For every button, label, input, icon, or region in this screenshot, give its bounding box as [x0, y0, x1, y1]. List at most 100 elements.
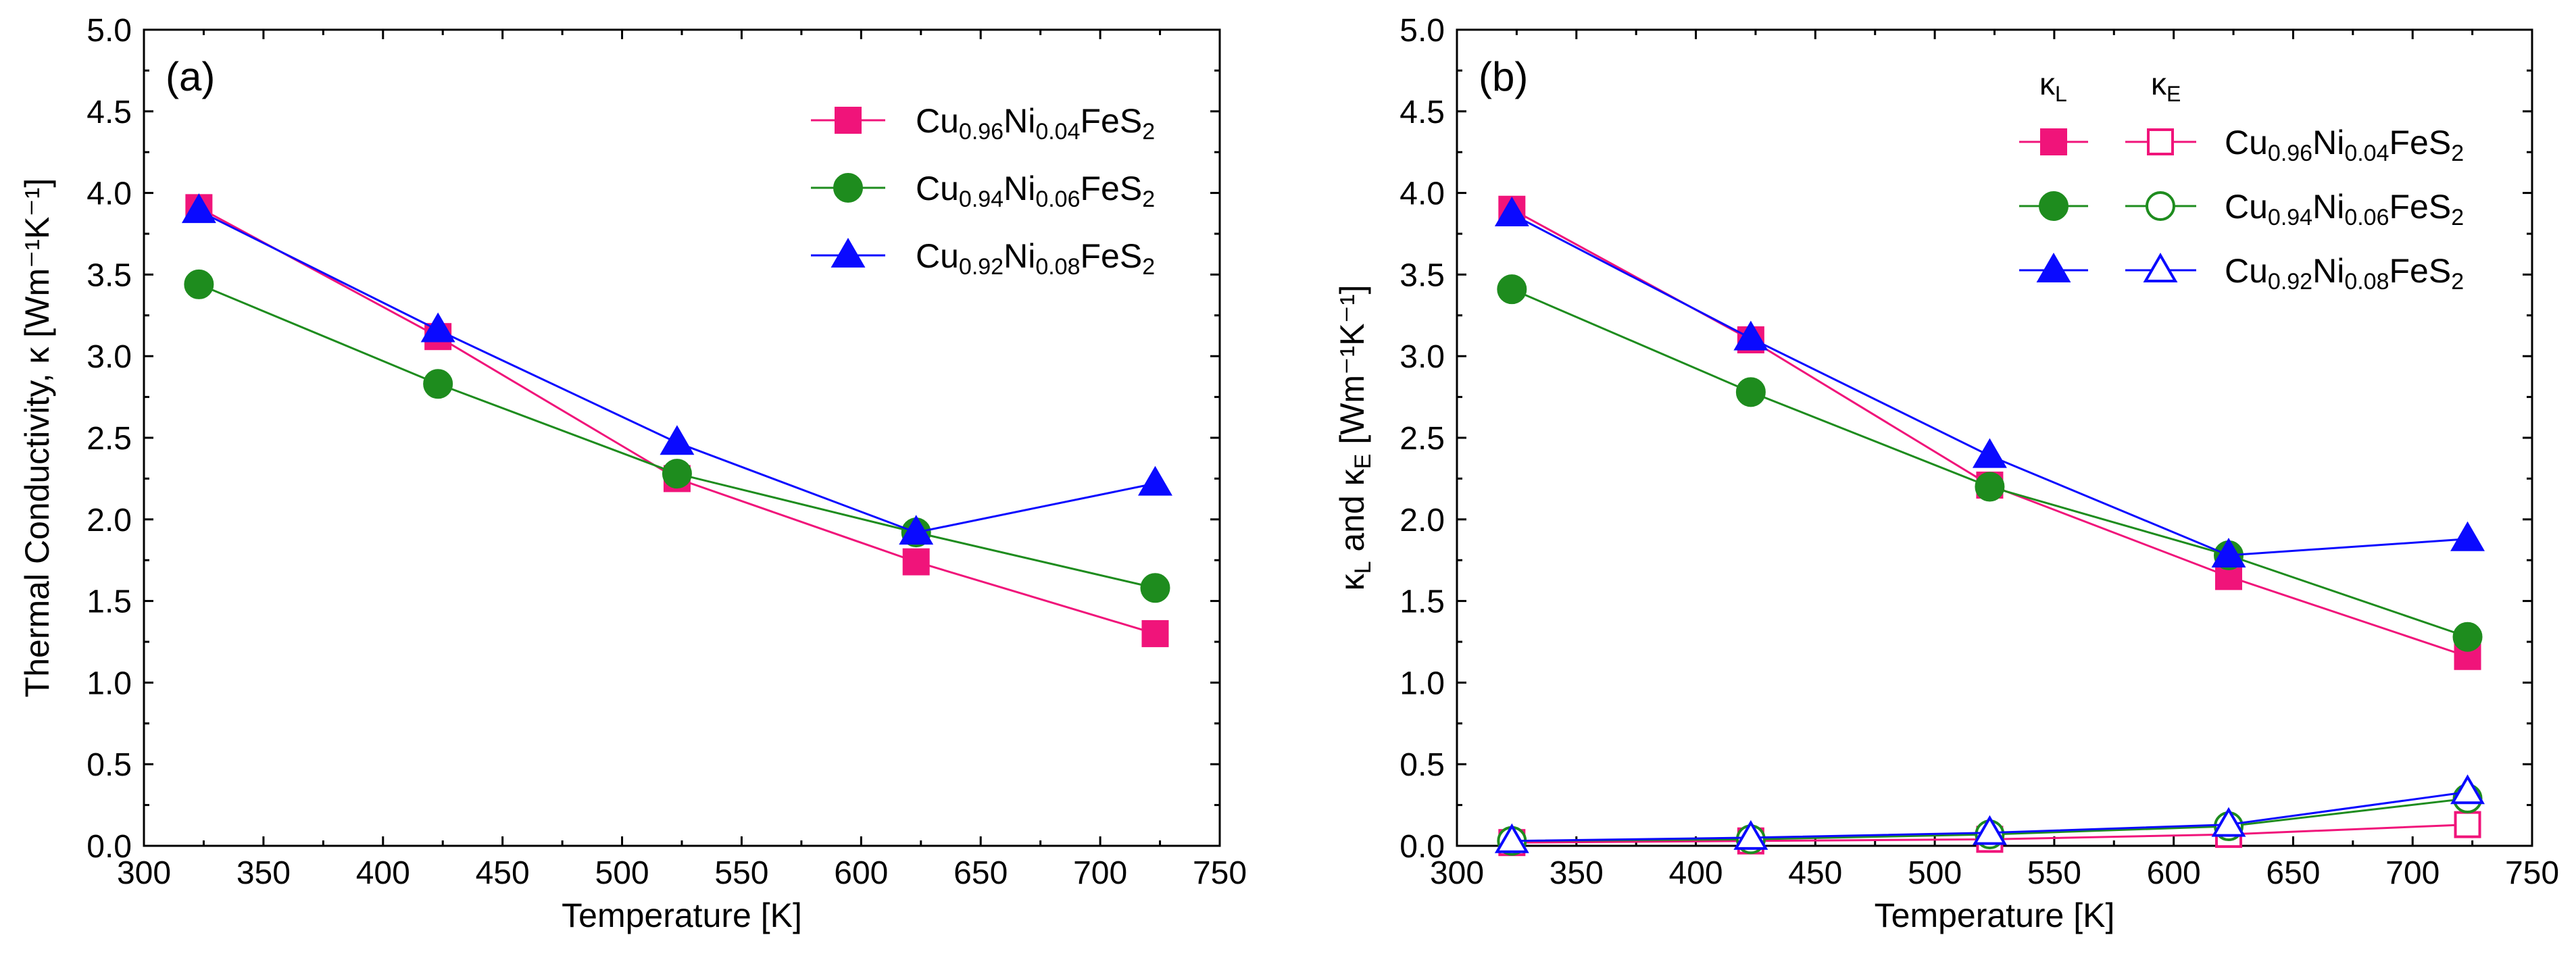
panel-a-legend-entry-0-formula: Cu0.96Ni0.04FeS2: [916, 102, 1155, 145]
panel-b-legend-entry-0-formula-sub2: 0.04: [2344, 141, 2389, 166]
panel-b-series-2-kE-point: [1972, 815, 2007, 845]
panel-a-y-tick-label: 3.0: [86, 339, 132, 375]
panel-a-series-2-point: [1138, 465, 1172, 496]
panel-b-series-2-kE-point: [1733, 819, 1768, 850]
panel-a-series-1-point: [1140, 573, 1170, 603]
panel-b-legend-entry-0-formula-tail: FeS: [2389, 124, 2452, 161]
panel-a-x-tick-label: 300: [117, 855, 171, 891]
panel-a-series-2-point: [660, 425, 695, 455]
panel-b-series-2-kE-point: [2211, 807, 2246, 837]
panel-b-x-tick-label: 350: [1550, 855, 1604, 891]
panel-a-legend-marker-1: [833, 173, 863, 203]
panel-b-y-title-kappa-e: κ: [1333, 468, 1371, 486]
panel-b-legend-entry-1-formula-sub3: 2: [2451, 205, 2464, 230]
panel-b-y-tick-label: 1.0: [1400, 665, 1445, 701]
panel-b-y-title-kappa-l: κ: [1333, 573, 1371, 590]
panel-a-legend-entry-2-formula-sub2: 0.08: [1035, 254, 1080, 280]
panel-a-legend-entry-1-formula-mid: Ni: [1004, 170, 1035, 207]
panel-b-legend: κL κECu0.96Ni0.04FeS2Cu0.94Ni0.06FeS2Cu0.…: [2019, 66, 2464, 295]
panel-b-y-tick-label: 4.0: [1400, 176, 1445, 212]
panel-a-y-tick-label: 0.0: [86, 829, 132, 865]
panel-a-legend-entry-2-formula-sub1: 0.92: [959, 254, 1004, 280]
panel-a-x-tick-label: 350: [237, 855, 291, 891]
panel-a-legend-entry-0-formula-base: Cu: [916, 102, 959, 140]
panel-b-x-tick-label: 500: [1908, 855, 1962, 891]
panel-a-series-1-point: [662, 459, 692, 489]
panel-b-y-axis-title: κL and κE [Wm⁻¹K⁻¹]: [1333, 285, 1376, 591]
panel-a-y-tick-label: 4.5: [86, 95, 132, 130]
panel-b-x-tick-label: 400: [1669, 855, 1723, 891]
panel-a-legend-entry-0-formula-sub1: 0.96: [959, 119, 1004, 145]
panel-b-legend-entry-2-formula-base: Cu: [2225, 252, 2268, 290]
panel-a-thermal-conductivity: 300 350 400 450 500 550 600 650 700 750 0.0 0.5 1.0 1…: [18, 13, 1247, 934]
panel-b-legend-entry-2-formula-tail: FeS: [2389, 252, 2452, 290]
panel-a-series-0-point: [1141, 620, 1169, 647]
panel-a-legend-entry-2-formula-mid: Ni: [1004, 237, 1035, 275]
panel-b-legend-header-kappa-e: κE: [2151, 66, 2181, 106]
panel-a-legend-entry-2-formula-base: Cu: [916, 237, 959, 275]
panel-a-series-1-point: [423, 369, 453, 399]
panel-a-y-axis-title: Thermal Conductivity, κ [Wm⁻¹K⁻¹]: [18, 178, 56, 698]
panel-a-y-tick-label: 2.0: [86, 503, 132, 538]
panel-a-legend-entry-1-formula: Cu0.94Ni0.06FeS2: [916, 170, 1155, 212]
panel-b-legend-header-kappa-l: κL: [2039, 66, 2067, 106]
panel-b-legend-header-kappa-l-sub: L: [2055, 82, 2067, 106]
panel-a-x-axis-title: Temperature [K]: [562, 896, 802, 934]
panel-b-legend-entry-0-formula-sub3: 2: [2451, 141, 2464, 166]
panel-b-series-2-kL-point: [1733, 320, 1768, 351]
panel-a-legend-entry-1-formula-base: Cu: [916, 170, 959, 207]
panel-b-series-2-kL-point: [1494, 197, 1529, 227]
panel-b-y-tick-label: 0.5: [1400, 747, 1445, 783]
panel-a-legend-entry-0-formula-sub2: 0.04: [1035, 119, 1080, 145]
panel-b-series-1-kL-point: [1975, 472, 2005, 502]
panel-b-series-1-kL-point: [1735, 377, 1766, 407]
panel-b-x-tick-label: 650: [2266, 855, 2320, 891]
panel-b-y-tick-label: 4.5: [1400, 95, 1445, 130]
panel-a-y-tick-label: 1.0: [86, 665, 132, 701]
panel-b-x-tick-label: 450: [1788, 855, 1842, 891]
panel-b-legend-marker-kL-1: [2039, 191, 2069, 221]
panel-a-x-tick-label: 750: [1193, 855, 1247, 891]
panel-b-x-axis-title: Temperature [K]: [1875, 896, 2115, 934]
panel-a-legend-entry-1-formula-sub2: 0.06: [1035, 186, 1080, 212]
panel-a-x-tick-label: 600: [834, 855, 888, 891]
panel-a-y-tick-label: 0.5: [86, 747, 132, 783]
panel-a-y-tick-label: 1.5: [86, 584, 132, 620]
panel-b-x-tick-label: 300: [1430, 855, 1484, 891]
panel-b-legend-entry-1-formula-tail: FeS: [2389, 188, 2452, 226]
panel-b-lattice-electronic-conductivity: 300 350 400 450 500 550 600 650 700 750 0.0 0.5 1.0 1…: [1333, 13, 2559, 934]
panel-b-x-tick-label: 550: [2027, 855, 2081, 891]
panel-b-y-title-sub-l: L: [1350, 561, 1376, 574]
panel-a-y-tick-label: 4.0: [86, 176, 132, 212]
panel-b-series-2-kL-point: [2211, 537, 2246, 567]
panel-a-legend-entry-1-formula-tail: FeS: [1081, 170, 1143, 207]
panel-b-y-tick-label: 0.0: [1400, 829, 1445, 865]
panel-b-series-1-kL-point: [2452, 622, 2483, 652]
panel-a-y-tick-label: 3.5: [86, 257, 132, 293]
panel-a-panel-label: (a): [166, 54, 215, 99]
panel-b-legend-marker-kE-1: [2146, 191, 2175, 221]
panel-b-y-tick-label: 5.0: [1400, 13, 1445, 49]
panel-b-legend-entry-0-formula: Cu0.96Ni0.04FeS2: [2225, 124, 2464, 166]
panel-b-x-tick-label: 700: [2385, 855, 2439, 891]
panel-b-legend-entry-1-formula-sub1: 0.94: [2268, 205, 2312, 230]
panel-a-series-0-point: [902, 548, 930, 576]
panel-a-legend-entry-1-formula-sub3: 2: [1142, 186, 1155, 212]
panel-b-legend-entry-1-formula-mid: Ni: [2312, 188, 2344, 226]
panel-b-legend-marker-kL-0: [2040, 128, 2067, 155]
panel-b-y-tick-label: 2.0: [1400, 503, 1445, 538]
panel-a-legend-entry-2-formula-sub3: 2: [1142, 254, 1155, 280]
panel-b-legend-header-kappa-e-sub: E: [2166, 82, 2181, 106]
panel-b-y-title-unit: [Wm⁻¹K⁻¹]: [1333, 285, 1371, 454]
panel-b-y-tick-label: 3.5: [1400, 257, 1445, 293]
panel-a-x-tick-label: 700: [1073, 855, 1127, 891]
panel-b-legend-entry-1-formula-sub2: 0.06: [2344, 205, 2389, 230]
panel-a-legend-entry-0-formula-mid: Ni: [1004, 102, 1035, 140]
panel-a-y-tick-label: 2.5: [86, 421, 132, 457]
panel-a-legend-marker-2: [831, 238, 866, 268]
panel-b-y-tick-label: 1.5: [1400, 584, 1445, 620]
panel-b-legend-entry-2-formula: Cu0.92Ni0.08FeS2: [2225, 252, 2464, 295]
panel-b-y-tick-label: 3.0: [1400, 339, 1445, 375]
panel-b-x-tick-label: 600: [2147, 855, 2201, 891]
